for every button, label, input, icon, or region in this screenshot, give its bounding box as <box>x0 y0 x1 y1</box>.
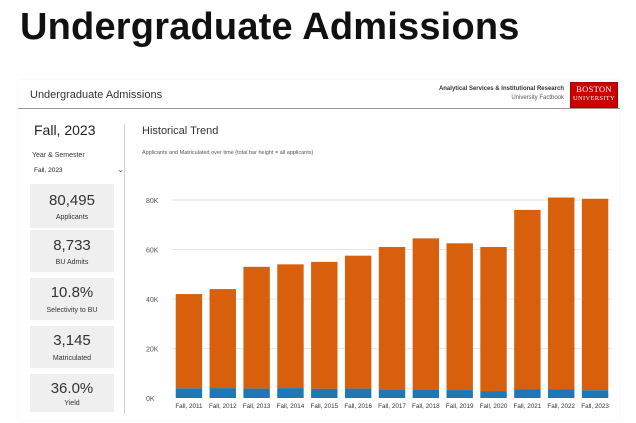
historical-trend-chart: 0K 20K 40K 60K 80K Fall, 2011 Fall, 2012 Fall, … <box>146 197 612 410</box>
x-tick-label: Fall, 2013 <box>243 403 271 410</box>
x-tick-label: Fall, 2023 <box>581 403 609 410</box>
y-tick-label: 20K <box>146 347 159 354</box>
y-tick-label: 80K <box>146 198 159 205</box>
kpi-card-matriculated: 3,145 Matriculated <box>30 326 114 368</box>
org-name: Analytical Services & Institutional Rese… <box>438 86 564 92</box>
kpi-label: Selectivity to BU <box>46 307 98 314</box>
y-tick-label: 0K <box>146 396 155 403</box>
bu-logo: BOSTON UNIVERSITY <box>570 82 618 108</box>
applicants-bar <box>514 209 541 390</box>
matriculated-bar <box>412 389 440 398</box>
kpi-card-yield: 36.0% Yield <box>30 374 114 412</box>
kpi-label: BU Admits <box>55 259 89 266</box>
x-tick-label: Fall, 2015 <box>310 403 338 410</box>
kpi-value: 8,733 <box>53 237 91 254</box>
applicants-bar <box>548 197 575 390</box>
dashboard-header: Undergraduate Admissions Analytical Serv… <box>18 80 620 109</box>
kpi-label: Matriculated <box>52 355 92 362</box>
semester-title: Fall, 2023 <box>34 122 96 138</box>
dashboard-title: Undergraduate Admissions <box>30 89 163 101</box>
applicants-bar <box>378 247 406 390</box>
kpi-card-admits: 8,733 BU Admits <box>30 230 114 272</box>
logo-line-1: BOSTON <box>576 84 612 94</box>
applicants-bar <box>277 264 304 389</box>
matriculated-bar <box>175 388 203 398</box>
kpi-value: 10.8% <box>50 284 94 301</box>
kpi-value: 80,495 <box>49 192 95 209</box>
matriculated-bar <box>581 390 609 398</box>
x-tick-label: Fall, 2019 <box>446 403 474 410</box>
x-tick-label: Fall, 2017 <box>378 403 406 410</box>
applicants-bar <box>581 198 609 391</box>
matriculated-bar <box>243 388 270 398</box>
matriculated-bar <box>514 389 541 398</box>
x-tick-label: Fall, 2011 <box>175 403 203 410</box>
x-tick-label: Fall, 2022 <box>547 403 575 410</box>
org-subtitle: University Factbook <box>511 95 564 101</box>
applicants-bar <box>209 289 236 389</box>
chart-title: Historical Trend <box>142 125 219 137</box>
matriculated-bar <box>311 388 338 398</box>
x-tick-label: Fall, 2020 <box>480 403 508 410</box>
y-tick-label: 60K <box>146 248 159 255</box>
applicants-bar <box>446 243 473 391</box>
applicants-bar <box>243 266 270 389</box>
year-semester-dropdown[interactable]: Fall, 2023 ⌄ <box>32 164 128 178</box>
matriculated-bar <box>548 389 575 398</box>
dropdown-value: Fall, 2023 <box>34 167 63 174</box>
applicants-bar <box>480 247 507 392</box>
matriculated-bar <box>209 388 236 398</box>
dashboard-panel: Undergraduate Admissions Analytical Serv… <box>18 80 620 420</box>
applicants-bar <box>344 255 372 389</box>
applicants-bar <box>175 294 203 389</box>
x-tick-label: Fall, 2018 <box>412 403 440 410</box>
matriculated-bar <box>344 388 372 398</box>
applicants-bar <box>311 261 338 389</box>
kpi-card-applicants: 80,495 Applicants <box>30 184 114 228</box>
y-tick-label: 40K <box>146 297 159 304</box>
matriculated-bar <box>277 388 304 398</box>
kpi-value: 36.0% <box>50 380 94 397</box>
kpi-value: 3,145 <box>53 332 91 349</box>
filter-label: Year & Semester <box>32 152 85 159</box>
applicants-bar <box>412 238 440 390</box>
page-headline: Undergraduate Admissions <box>20 6 520 48</box>
kpi-label: Applicants <box>55 214 89 221</box>
chart-subtitle: Applicants and Matriculated over time (t… <box>142 150 314 156</box>
kpi-card-selectivity: 10.8% Selectivity to BU <box>30 278 114 320</box>
kpi-label: Yield <box>64 400 80 407</box>
x-tick-label: Fall, 2016 <box>344 403 372 410</box>
x-tick-label: Fall, 2012 <box>209 403 237 410</box>
panel-divider <box>124 124 125 414</box>
chevron-down-icon: ⌄ <box>117 165 124 174</box>
matriculated-bar <box>446 390 473 398</box>
x-tick-label: Fall, 2014 <box>277 403 305 410</box>
matriculated-bar <box>378 389 406 398</box>
logo-line-2: UNIVERSITY <box>573 95 615 102</box>
matriculated-bar <box>480 391 507 398</box>
x-tick-label: Fall, 2021 <box>514 403 542 410</box>
